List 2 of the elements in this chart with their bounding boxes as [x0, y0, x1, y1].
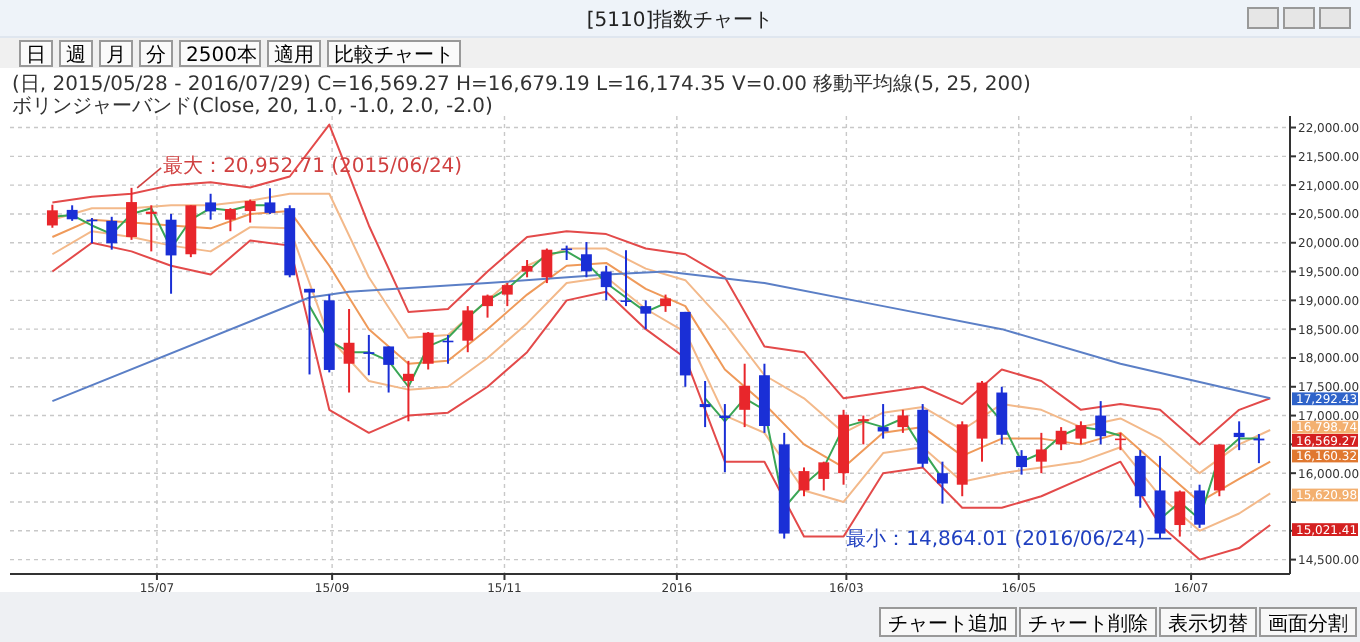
annotation: 最小：14,864.01 (2016/06/24) [846, 526, 1146, 551]
title: [5110]指数チャート [586, 10, 774, 32]
